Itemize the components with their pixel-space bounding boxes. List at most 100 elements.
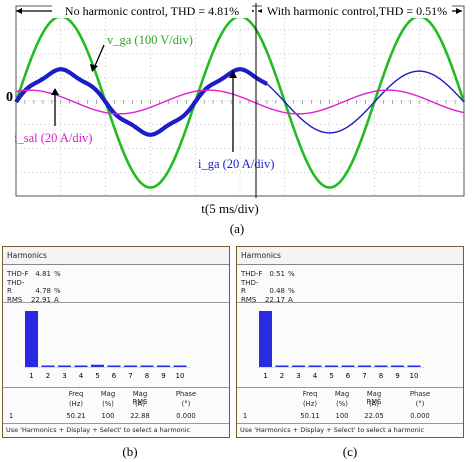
harmonic-bar-7 xyxy=(358,365,371,367)
separator xyxy=(3,423,229,424)
mag-cell: 100 xyxy=(335,412,349,420)
col-mag-header: Mag xyxy=(334,390,350,398)
harmonic-tick-label: 2 xyxy=(280,372,284,380)
col-freq-header: Freq xyxy=(302,390,318,398)
harmonic-tick-label: 9 xyxy=(395,372,399,380)
thd-f-unit: % xyxy=(54,270,61,278)
harmonic-bar-2 xyxy=(275,365,289,367)
thd-r-label: THD-R xyxy=(7,278,25,296)
rms-unit: A xyxy=(54,295,59,304)
thd-r-row: THD-R 4.78% xyxy=(7,279,61,296)
harmonic-tick-label: 4 xyxy=(313,372,318,380)
thd-f-row: THD-F 4.81% xyxy=(7,270,61,279)
right-arrow-tail xyxy=(456,8,462,14)
harmonics-title: Harmonics xyxy=(237,247,463,265)
vga-callout-arrow xyxy=(93,44,105,69)
separator xyxy=(237,423,463,424)
vga-callout-arrow-head xyxy=(90,64,98,72)
separator xyxy=(3,387,229,388)
col-phase-header: Phase xyxy=(409,390,431,398)
series-line-i-ga-distorted xyxy=(14,67,269,137)
col-phase-unit: (°) xyxy=(181,400,191,408)
freq-cell: 50.11 xyxy=(300,412,320,420)
rms-row: RMS 22.17 A xyxy=(241,296,295,305)
harmonic-bar-6 xyxy=(341,365,355,367)
iga-label: i_ga (20 A/div) xyxy=(198,157,274,171)
thd-f-label: THD-F xyxy=(241,270,263,278)
thd-r-value: 0.48 xyxy=(269,287,285,295)
x-axis-label: t(5 ms/div) xyxy=(201,201,258,216)
harmonic-bar-2 xyxy=(41,365,55,367)
footer-hint: Use 'Harmonics + Display + Select' to se… xyxy=(240,426,425,434)
harmonics-panel-b: Harmonics THD-F 4.81% THD-R 4.78% RMS 22.91… xyxy=(2,246,230,438)
harmonic-bar-4 xyxy=(308,365,322,367)
thd-r-unit: % xyxy=(288,287,295,295)
harmonic-bar-8 xyxy=(140,365,154,367)
harmonic-bar-8 xyxy=(374,365,388,367)
harmonic-bar-1 xyxy=(25,311,38,367)
left-arrow-head xyxy=(16,8,22,14)
phase-cell: 0.000 xyxy=(176,412,196,420)
harmonic-bar-4 xyxy=(74,365,88,367)
harmonic-tick-label: 6 xyxy=(112,372,117,380)
right-annotation-bg xyxy=(262,4,452,18)
harmonic-bar-chart: 1 2 3 4 5 6 7 8 9 10 xyxy=(257,311,424,380)
col-freq-header: Freq xyxy=(68,390,84,398)
col-magrms-unit: (A) xyxy=(369,400,379,408)
thd-r-label: THD-R xyxy=(241,278,259,296)
col-mag-unit: (%) xyxy=(336,400,348,408)
col-magrms-header: Mag RMS xyxy=(366,390,382,406)
harmonic-tick-label: 10 xyxy=(410,372,419,380)
mag-cell: 100 xyxy=(101,412,115,420)
thd-metrics: THD-F 4.81% THD-R 4.78% RMS 22.91 A xyxy=(7,270,61,304)
harmonic-bar-10 xyxy=(407,365,421,367)
harmonic-order-cell: 1 xyxy=(242,412,248,420)
harmonic-tick-label: 7 xyxy=(128,372,132,380)
rms-row: RMS 22.91 A xyxy=(7,296,61,305)
harmonic-bar-1 xyxy=(259,311,272,367)
thd-f-value: 0.51 xyxy=(269,270,285,278)
rms-label: RMS xyxy=(7,295,23,304)
col-mag-unit: (%) xyxy=(102,400,114,408)
harmonic-tick-label: 6 xyxy=(346,372,351,380)
harmonic-tick-label: 1 xyxy=(29,372,33,380)
footer-hint: Use 'Harmonics + Display + Select' to se… xyxy=(6,426,191,434)
thd-f-row: THD-F 0.51% xyxy=(241,270,295,279)
harmonic-table: Freq Mag Mag RMS Phase (Hz) (%) (A) (°) … xyxy=(3,390,229,420)
caption-b: (b) xyxy=(122,444,137,459)
harmonic-bar-5 xyxy=(91,364,104,367)
harmonic-tick-label: 7 xyxy=(362,372,366,380)
harmonic-tick-label: 3 xyxy=(296,372,300,380)
vga-label: v_ga (100 V/div) xyxy=(107,33,193,47)
zero-reference-label: 0 xyxy=(6,90,13,105)
col-magrms-unit: (A) xyxy=(135,400,145,408)
harmonic-tick-label: 10 xyxy=(176,372,185,380)
harmonic-bar-9 xyxy=(391,365,404,367)
thd-f-value: 4.81 xyxy=(35,270,51,278)
series-line-i-sal xyxy=(15,89,465,115)
harmonic-tick-label: 4 xyxy=(79,372,84,380)
thd-r-value: 4.78 xyxy=(35,287,51,295)
harmonic-tick-label: 2 xyxy=(46,372,50,380)
col-freq-unit: (Hz) xyxy=(69,400,83,408)
separator xyxy=(3,302,229,303)
right-annotation: With harmonic control,THD = 0.51% xyxy=(267,4,447,18)
harmonic-table: Freq Mag Mag RMS Phase (Hz) (%) (A) (°) … xyxy=(237,390,463,420)
rms-value: 22.91 xyxy=(30,295,51,304)
harmonic-bar-5 xyxy=(325,365,338,367)
harmonic-tick-label: 8 xyxy=(379,372,383,380)
harmonic-bar-6 xyxy=(107,365,121,367)
caption-a: (a) xyxy=(230,221,244,236)
col-freq-unit: (Hz) xyxy=(303,400,317,408)
col-mag-header: Mag xyxy=(100,390,116,398)
left-annotation: No harmonic control, THD = 4.81% xyxy=(65,4,239,18)
magrms-cell: 22.05 xyxy=(364,412,384,420)
left-annotation-bg xyxy=(52,4,252,18)
harmonics-title: Harmonics xyxy=(3,247,229,265)
isa-callout-arrow-head xyxy=(51,88,59,95)
harmonic-bar-3 xyxy=(292,365,305,367)
harmonic-bar-9 xyxy=(157,365,170,367)
separator xyxy=(237,302,463,303)
isa-label: i_sal (20 A/div) xyxy=(14,131,92,145)
